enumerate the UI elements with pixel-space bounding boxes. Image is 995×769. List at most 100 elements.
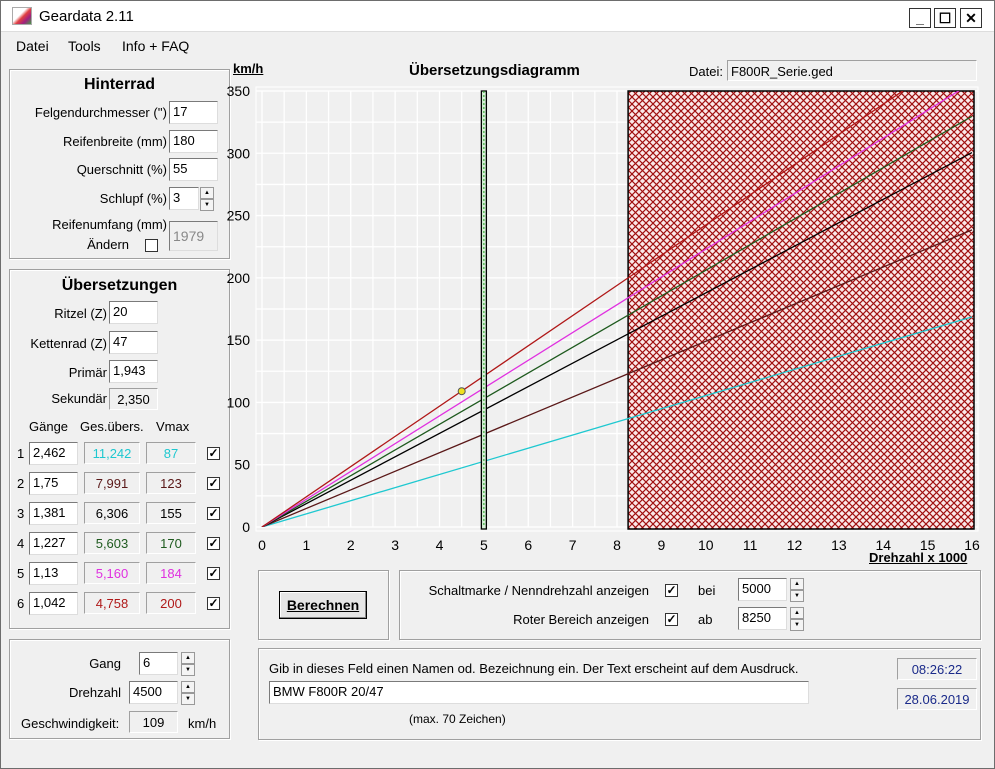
spin-up-icon[interactable]: ▲ xyxy=(181,681,195,693)
gear-visible-checkbox[interactable]: ✓ xyxy=(207,596,220,610)
kettenrad-input[interactable]: 47 xyxy=(109,331,158,354)
uebersetzungen-panel: Übersetzungen Ritzel (Z) 20 Kettenrad (Z… xyxy=(9,269,230,629)
hinterrad-panel: Hinterrad Felgendurchmesser ('') 17 Reif… xyxy=(9,69,230,259)
ritzel-label: Ritzel (Z) xyxy=(54,306,107,321)
spin-up-icon[interactable]: ▲ xyxy=(181,652,195,664)
col-ges-uebers: Ges.übers. xyxy=(80,419,144,434)
ab-label: ab xyxy=(698,612,713,627)
rot-spinner[interactable]: ▲ ▼ xyxy=(790,607,804,631)
breite-label: Reifenbreite (mm) xyxy=(62,134,167,149)
x-tick-label: 14 xyxy=(875,537,891,553)
x-tick-label: 15 xyxy=(920,537,936,553)
speed-label: Geschwindigkeit: xyxy=(21,716,120,731)
gear-visible-checkbox[interactable]: ✓ xyxy=(207,476,220,490)
spin-up-icon[interactable]: ▲ xyxy=(200,187,214,199)
title-bar: Geardata 2.11 _ ☐ ✕ xyxy=(1,1,994,32)
gear-visible-checkbox[interactable]: ✓ xyxy=(207,506,220,520)
roter-bereich-input[interactable]: 8250 xyxy=(738,607,787,630)
geschwindigkeit-panel: Gang 6 ▲ ▼ Drehzahl 4500 ▲ ▼ Geschwindigke… xyxy=(9,639,230,739)
x-tick-label: 6 xyxy=(524,537,532,553)
schalt-drehzahl-input[interactable]: 5000 xyxy=(738,578,787,601)
anzeige-options-panel: Schaltmarke / Nenndrehzahl anzeigen ✓ be… xyxy=(399,570,981,640)
gear-number: 1 xyxy=(17,446,25,461)
menu-tools[interactable]: Tools xyxy=(68,38,101,54)
berechnen-button[interactable]: Berechnen xyxy=(279,591,367,619)
quer-input[interactable]: 55 xyxy=(169,158,218,181)
gear-ratio-input[interactable]: 1,227 xyxy=(29,532,78,555)
col-vmax: Vmax xyxy=(156,419,190,434)
spin-up-icon[interactable]: ▲ xyxy=(790,607,804,619)
roter-bereich-checkbox[interactable]: ✓ xyxy=(665,612,678,626)
gear-ratio-input[interactable]: 2,462 xyxy=(29,442,78,465)
gear-number: 2 xyxy=(17,476,25,491)
spin-down-icon[interactable]: ▼ xyxy=(200,199,214,211)
berechnen-panel: Berechnen xyxy=(258,570,389,640)
gear-total-ratio: 5,603 xyxy=(84,532,140,554)
schalt-spinner[interactable]: ▲ ▼ xyxy=(790,578,804,602)
umfang-input: 1979 xyxy=(169,221,218,251)
aendern-checkbox[interactable] xyxy=(145,239,158,252)
datei-label: Datei: xyxy=(689,64,723,79)
gear-vmax: 170 xyxy=(146,532,196,554)
app-logo-icon xyxy=(12,7,32,25)
gang-input[interactable]: 6 xyxy=(139,652,178,675)
ritzel-input[interactable]: 20 xyxy=(109,301,158,324)
speed-value: 109 xyxy=(129,711,178,733)
gear-visible-checkbox[interactable]: ✓ xyxy=(207,536,220,550)
primaer-input[interactable]: 1,943 xyxy=(109,360,158,383)
col-gaenge: Gänge xyxy=(29,419,69,434)
y-axis-label: km/h xyxy=(233,61,264,76)
gear-ratio-input[interactable]: 1,042 xyxy=(29,592,78,615)
x-tick-label: 16 xyxy=(964,537,980,553)
y-tick-label: 100 xyxy=(227,394,251,410)
note-hint: Gib in dieses Feld einen Namen od. Bezei… xyxy=(269,661,799,676)
operating-point xyxy=(457,387,466,396)
x-tick-label: 0 xyxy=(258,537,266,553)
note-input[interactable]: BMW F800R 20/47 xyxy=(269,681,809,704)
x-tick-label: 1 xyxy=(302,537,310,553)
schlupf-spinner[interactable]: ▲ ▼ xyxy=(200,187,214,211)
gear-ratio-input[interactable]: 1,75 xyxy=(29,472,78,495)
x-tick-label: 7 xyxy=(569,537,577,553)
primaer-label: Primär xyxy=(68,365,107,380)
gear-total-ratio: 4,758 xyxy=(84,592,140,614)
gear-total-ratio: 7,991 xyxy=(84,472,140,494)
bei-label: bei xyxy=(698,583,716,598)
quer-label: Querschnitt (%) xyxy=(76,162,167,177)
menu-datei[interactable]: Datei xyxy=(16,38,49,54)
x-tick-label: 5 xyxy=(480,537,488,553)
gear-1-line xyxy=(261,316,973,527)
drehzahl-input[interactable]: 4500 xyxy=(129,681,178,704)
close-button[interactable]: ✕ xyxy=(960,8,982,28)
spin-down-icon[interactable]: ▼ xyxy=(790,619,804,631)
gear-visible-checkbox[interactable]: ✓ xyxy=(207,566,220,580)
y-tick-label: 200 xyxy=(227,270,251,286)
gear-vmax: 184 xyxy=(146,562,196,584)
x-axis-label: Drehzahl x 1000 xyxy=(869,550,968,565)
hinterrad-title: Hinterrad xyxy=(83,76,156,93)
gear-5-line xyxy=(261,91,960,527)
x-tick-label: 9 xyxy=(657,537,665,553)
x-tick-label: 11 xyxy=(743,537,758,553)
drehzahl-spinner[interactable]: ▲ ▼ xyxy=(181,681,195,705)
red-zone xyxy=(627,90,975,530)
minimize-button[interactable]: _ xyxy=(909,8,931,28)
schaltmarke-checkbox[interactable]: ✓ xyxy=(665,583,678,597)
felge-input[interactable]: 17 xyxy=(169,101,218,124)
gear-visible-checkbox[interactable]: ✓ xyxy=(207,446,220,460)
schlupf-input[interactable]: 3 xyxy=(169,187,199,210)
gear-ratio-input[interactable]: 1,13 xyxy=(29,562,78,585)
spin-down-icon[interactable]: ▼ xyxy=(181,693,195,705)
spin-down-icon[interactable]: ▼ xyxy=(181,664,195,676)
maximize-button[interactable]: ☐ xyxy=(934,8,956,28)
x-tick-label: 13 xyxy=(831,537,847,553)
gang-spinner[interactable]: ▲ ▼ xyxy=(181,652,195,676)
y-tick-label: 0 xyxy=(242,519,250,535)
menu-info-faq[interactable]: Info + FAQ xyxy=(122,38,190,54)
x-tick-label: 3 xyxy=(391,537,399,553)
spin-down-icon[interactable]: ▼ xyxy=(790,590,804,602)
spin-up-icon[interactable]: ▲ xyxy=(790,578,804,590)
breite-input[interactable]: 180 xyxy=(169,130,218,153)
gang-label: Gang xyxy=(89,656,121,671)
gear-ratio-input[interactable]: 1,381 xyxy=(29,502,78,525)
